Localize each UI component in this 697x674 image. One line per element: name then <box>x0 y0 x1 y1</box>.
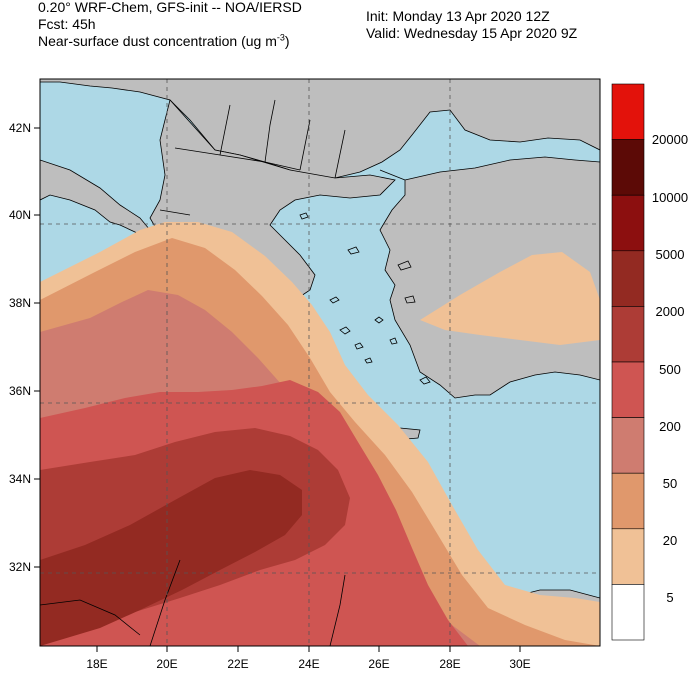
lon-labels: 18E 20E 22E 24E 26E 28E 30E <box>86 657 530 671</box>
map-frame <box>39 78 601 647</box>
model-title: 0.20° WRF-Chem, GFS-init -- NOA/IERSD <box>38 0 302 15</box>
lon-label: 26E <box>368 657 389 671</box>
colorbar-labels: 20000 10000 5000 2000 500 200 50 20 5 <box>652 132 688 605</box>
lon-label: 28E <box>439 657 460 671</box>
colorbar-swatch <box>611 194 645 252</box>
colorbar-label: 200 <box>659 419 681 434</box>
map-area <box>40 79 600 646</box>
lat-label: 34N <box>9 472 31 486</box>
lon-label: 30E <box>509 657 530 671</box>
colorbar <box>611 83 645 641</box>
dust-layers <box>40 222 600 646</box>
colorbar-swatch <box>611 528 645 585</box>
lon-label: 20E <box>156 657 177 671</box>
graticule <box>40 79 600 646</box>
variable-close: ) <box>284 33 290 49</box>
country-borders <box>40 99 406 646</box>
colorbar-label: 20000 <box>652 132 688 147</box>
lat-label: 38N <box>9 296 31 310</box>
colorbar-label: 10000 <box>652 190 688 205</box>
colorbar-swatch <box>611 306 645 363</box>
variable-unit-exponent: -3 <box>276 32 285 43</box>
lat-label: 36N <box>9 384 31 398</box>
colorbar-label: 5000 <box>656 247 685 262</box>
balkans-land <box>40 79 600 179</box>
lat-label: 40N <box>9 208 31 222</box>
map-header-left: 0.20° WRF-Chem, GFS-init -- NOA/IERSD Fc… <box>38 0 302 50</box>
variable-text: Near-surface dust concentration (ug m <box>38 33 277 49</box>
lat-labels: 42N 40N 38N 36N 34N 32N <box>9 121 31 574</box>
lon-label: 24E <box>298 657 319 671</box>
lon-label: 18E <box>86 657 107 671</box>
valid-time: Valid: Wednesday 15 Apr 2020 9Z <box>366 25 578 41</box>
colorbar-swatch <box>611 417 645 474</box>
colorbar-swatch <box>611 139 645 196</box>
init-time: Init: Monday 13 Apr 2020 12Z <box>366 8 550 24</box>
italy-land <box>40 159 151 241</box>
colorbar-label: 5 <box>666 590 673 605</box>
colorbar-label: 2000 <box>656 304 685 319</box>
lat-label: 42N <box>9 121 31 135</box>
colorbar-swatch <box>611 472 645 530</box>
variable-title: Near-surface dust concentration (ug m-3) <box>38 33 302 50</box>
colorbar-swatch <box>611 83 645 140</box>
axis-ticks <box>34 127 521 652</box>
colorbar-swatch <box>611 250 645 307</box>
colorbar-swatch <box>611 361 645 418</box>
colorbar-label: 50 <box>663 476 677 491</box>
island-coastlines <box>299 212 431 385</box>
colorbar-label: 20 <box>663 533 677 548</box>
forecast-hour: Fcst: 45h <box>38 16 96 32</box>
dust-anatolia-5-20 <box>420 252 600 345</box>
colorbar-label: 500 <box>659 362 681 377</box>
lat-label: 32N <box>9 560 31 574</box>
colorbar-swatch <box>611 584 645 641</box>
lon-label: 22E <box>227 657 248 671</box>
map-header-right: Init: Monday 13 Apr 2020 12Z Valid: Wedn… <box>366 8 577 42</box>
dust-core-2000-5000 <box>40 470 302 646</box>
